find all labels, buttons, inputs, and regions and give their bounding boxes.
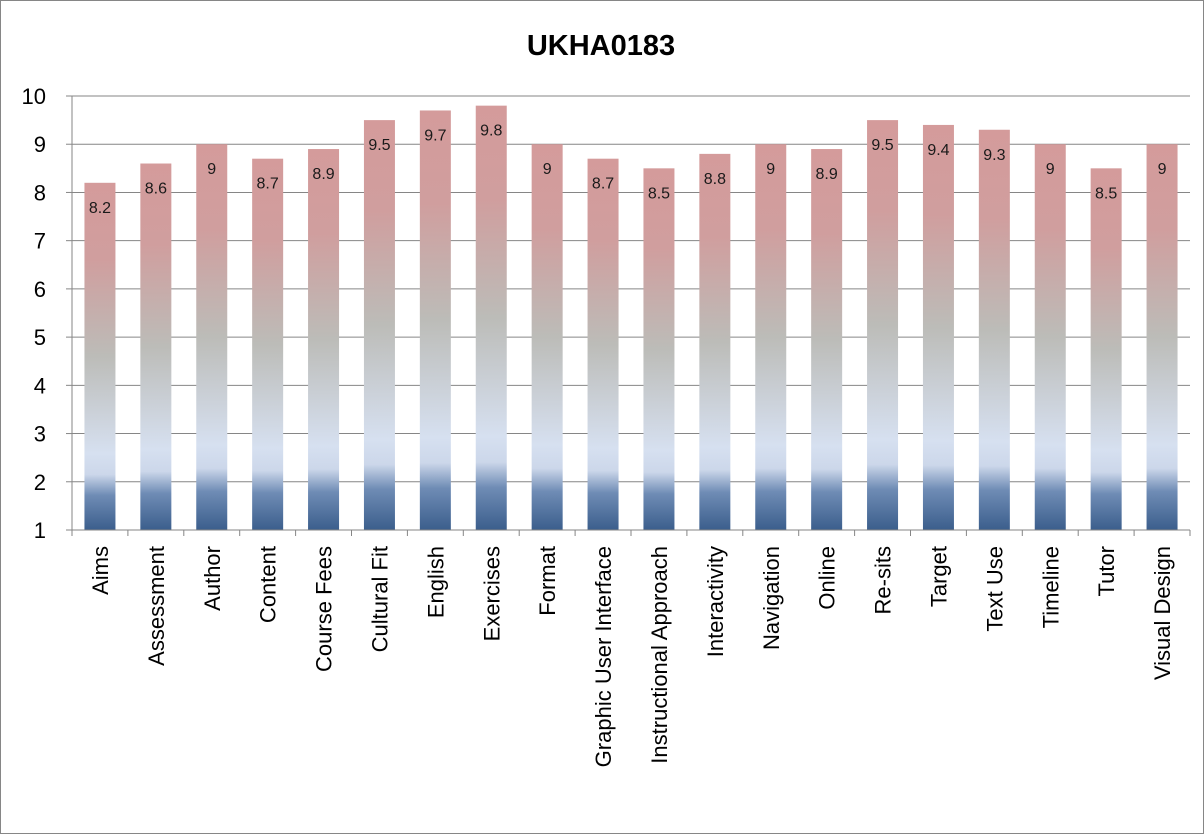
data-label: 9.5 — [368, 137, 390, 154]
data-label: 8.8 — [704, 171, 726, 188]
data-label: 9 — [207, 161, 216, 178]
y-tick-label: 4 — [34, 373, 46, 398]
x-tick-label: Cultural Fit — [367, 546, 392, 652]
data-label: 8.9 — [816, 166, 838, 183]
x-tick-label: Interactivity — [703, 546, 728, 657]
x-tick-label: Format — [535, 546, 560, 616]
bar — [1146, 144, 1178, 530]
bar — [475, 105, 507, 531]
x-tick-label: Aims — [88, 546, 113, 595]
y-tick-label: 5 — [34, 325, 46, 350]
y-tick-label: 7 — [34, 229, 46, 254]
data-label: 8.7 — [592, 176, 614, 193]
bar — [308, 149, 340, 531]
y-tick-label: 6 — [34, 277, 46, 302]
bar — [419, 110, 451, 530]
data-label: 9.5 — [871, 137, 893, 154]
bar — [922, 124, 954, 530]
y-tick-label: 8 — [34, 180, 46, 205]
bar — [531, 144, 563, 530]
x-tick-label: Tutor — [1094, 546, 1119, 597]
x-tick-label: Assessment — [144, 546, 169, 666]
data-label: 8.6 — [145, 181, 167, 198]
y-tick-label: 3 — [34, 422, 46, 447]
bar — [1034, 144, 1066, 530]
x-tick-label: Visual Design — [1150, 546, 1175, 680]
data-label: 9 — [1046, 161, 1055, 178]
x-tick-label: Re-sits — [871, 546, 896, 614]
y-tick-label: 2 — [34, 470, 46, 495]
x-tick-label: Course Fees — [312, 546, 337, 672]
data-label: 8.7 — [257, 176, 279, 193]
x-tick-label: Exercises — [479, 546, 504, 641]
bar — [643, 168, 675, 531]
bar — [811, 149, 843, 531]
y-tick-label: 1 — [34, 518, 46, 543]
chart-title: UKHA0183 — [527, 30, 675, 62]
bar — [84, 182, 116, 531]
y-axis: 1 2 3 4 5 6 7 8 9 10 — [22, 84, 73, 543]
data-label: 9 — [543, 161, 552, 178]
x-tick-label: Target — [926, 546, 951, 607]
data-label: 9.8 — [480, 123, 502, 140]
x-tick-label: Instructional Approach — [647, 546, 672, 764]
x-tick-label: Content — [256, 546, 281, 623]
bars — [84, 105, 1178, 531]
data-label: 8.5 — [1095, 185, 1117, 202]
data-label: 8.2 — [89, 200, 111, 217]
data-labels: 8.2 8.6 9 8.7 8.9 9.5 9.7 9.8 9 8.7 8.5 8.8 9 8.9 9.5 9… — [89, 123, 1167, 217]
x-tick-label: Text Use — [982, 546, 1007, 632]
bar — [1090, 168, 1122, 531]
data-label: 9.3 — [983, 147, 1005, 164]
data-label: 9.4 — [927, 142, 949, 159]
x-tick-label: English — [423, 546, 448, 618]
x-tick-label: Online — [815, 546, 840, 610]
x-tick-label: Navigation — [759, 546, 784, 650]
bar — [196, 144, 228, 530]
x-axis: Aims Assessment Author Content Course Fees Cu… — [71, 529, 1191, 767]
bar — [699, 153, 731, 530]
bar — [363, 120, 395, 530]
data-label: 8.5 — [648, 185, 670, 202]
data-label: 8.9 — [312, 166, 334, 183]
data-label: 9 — [766, 161, 775, 178]
bar — [252, 158, 284, 530]
y-tick-label: 10 — [22, 84, 46, 109]
x-tick-label: Graphic User Interface — [591, 546, 616, 767]
bar — [140, 163, 172, 530]
bar — [978, 129, 1010, 530]
x-tick-label: Timeline — [1038, 546, 1063, 628]
bar — [755, 144, 787, 530]
y-tick-label: 9 — [34, 132, 46, 157]
bar — [587, 158, 619, 530]
gridlines — [72, 95, 1190, 483]
data-label: 9.7 — [424, 127, 446, 144]
x-tick-label: Author — [200, 546, 225, 611]
bar — [867, 120, 899, 530]
data-label: 9 — [1158, 161, 1167, 178]
